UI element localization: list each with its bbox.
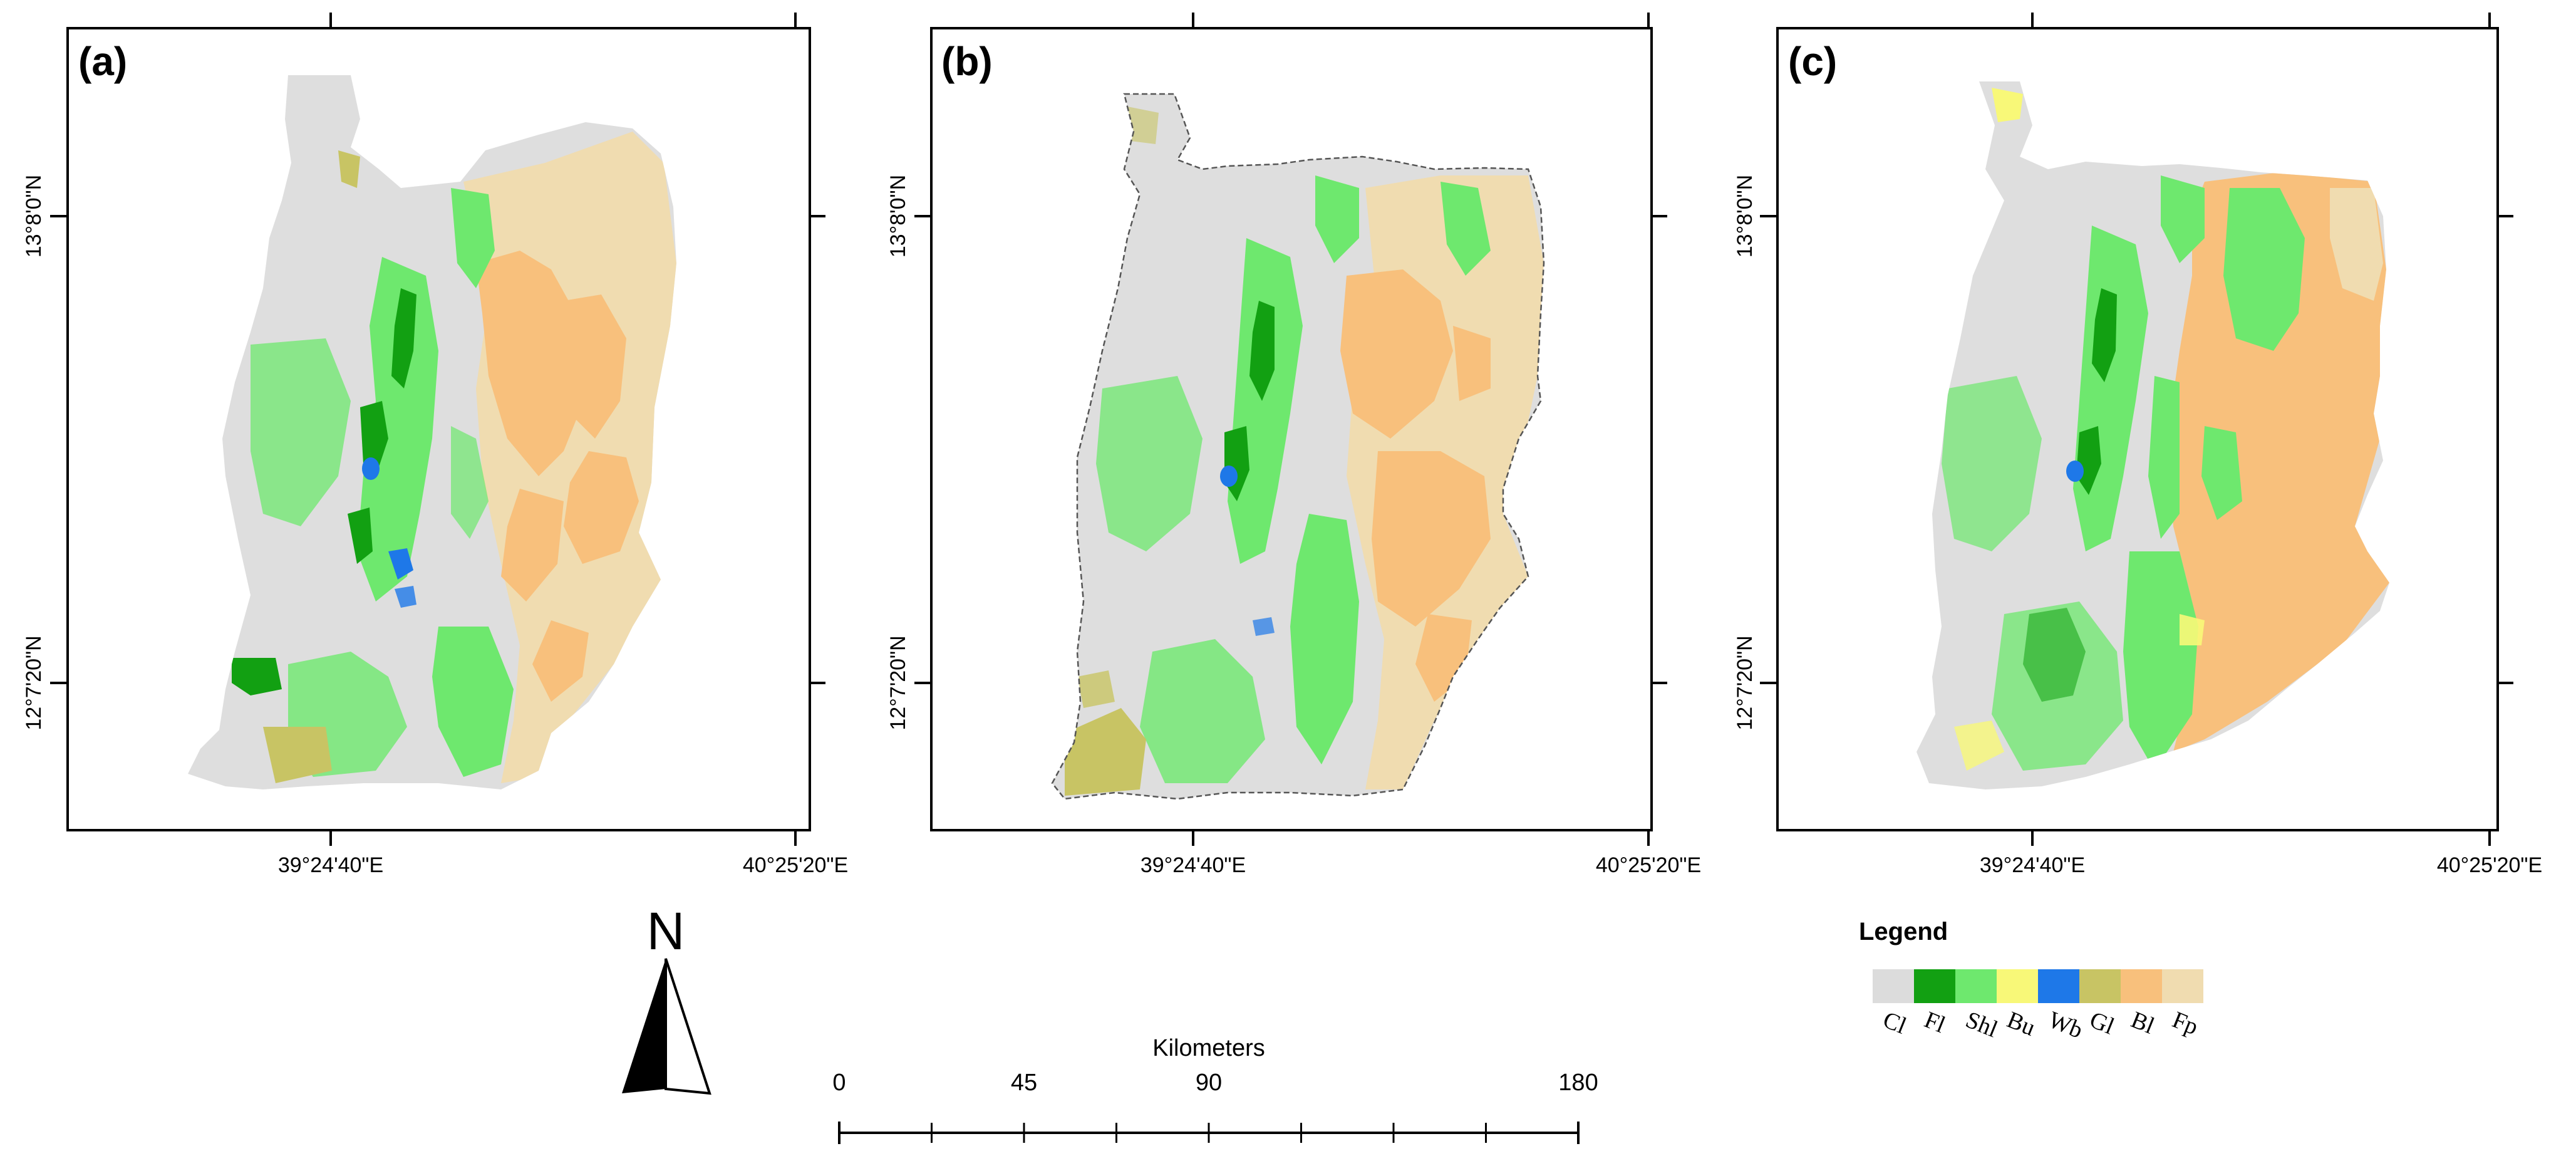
map-panel-c: (c) 13°8'0"N 12°7'20"N 39°24'40"E 40°25'… bbox=[1733, 13, 2542, 877]
latitude-label-bottom: 12°7'20"N bbox=[1733, 635, 1757, 730]
legend-swatch-bu bbox=[1997, 969, 2038, 1003]
panel-label: (a) bbox=[78, 39, 127, 84]
latitude-label-top: 13°8'0"N bbox=[1733, 175, 1757, 258]
map-panel-b: (b) 13°8'0"N 12°7'20"N 39°24'40"E 40°25'… bbox=[886, 13, 1701, 877]
legend-swatch-wb bbox=[2038, 969, 2079, 1003]
land-cover-map-c bbox=[1916, 81, 2389, 789]
latitude-label-top: 13°8'0"N bbox=[886, 175, 910, 258]
legend-swatch-bl bbox=[2121, 969, 2162, 1003]
legend-swatch-shl bbox=[1955, 969, 1997, 1003]
legend-swatch-gl bbox=[2079, 969, 2121, 1003]
legend-label-shl: Shl bbox=[1962, 1006, 2002, 1043]
latitude-label-top: 13°8'0"N bbox=[22, 175, 46, 258]
north-arrow-light-half bbox=[665, 958, 711, 1095]
longitude-label-left: 39°24'40"E bbox=[1980, 853, 2085, 877]
north-label: N bbox=[647, 902, 685, 961]
legend-label-bu: Bu bbox=[2004, 1006, 2039, 1041]
latitude-label-bottom: 12°7'20"N bbox=[22, 635, 46, 730]
map-panel-a: (a) 13°8'0"N 12°7'20"N 39°24'40"E 40°25'… bbox=[22, 13, 848, 877]
longitude-label-right: 40°25'20"E bbox=[2437, 853, 2542, 877]
panel-label: (c) bbox=[1788, 39, 1837, 84]
legend-swatch-fl bbox=[1914, 969, 1955, 1003]
study-area-boundary bbox=[1051, 93, 1545, 800]
legend: Legend Cl Fl Shl Bu Wb Gl Bl Fp bbox=[1859, 918, 2203, 1044]
longitude-label-left: 39°24'40"E bbox=[278, 853, 383, 877]
longitude-label-right: 40°25'20"E bbox=[743, 853, 848, 877]
latitude-label-bottom: 12°7'20"N bbox=[886, 635, 910, 730]
legend-label-fl: Fl bbox=[1921, 1006, 1949, 1038]
legend-items: Cl Fl Shl Bu Wb Gl Bl Fp bbox=[1873, 969, 2203, 1044]
panel-label: (b) bbox=[941, 39, 993, 84]
longitude-label-left: 39°24'40"E bbox=[1141, 853, 1246, 877]
scale-bar-title: Kilometers bbox=[1152, 1035, 1265, 1061]
legend-title: Legend bbox=[1859, 918, 1948, 945]
scale-tick-label: 0 bbox=[832, 1070, 846, 1096]
scale-tick-label: 45 bbox=[1011, 1070, 1037, 1096]
legend-swatch-fp bbox=[2162, 969, 2203, 1003]
legend-label-wb: Wb bbox=[2045, 1006, 2087, 1043]
legend-label-gl: Gl bbox=[2086, 1006, 2118, 1039]
scale-tick-label: 180 bbox=[1558, 1070, 1598, 1096]
longitude-label-right: 40°25'20"E bbox=[1596, 853, 1701, 877]
scale-bar: Kilometers 0 45 90 180 bbox=[832, 1035, 1598, 1144]
legend-label-fp: Fp bbox=[2169, 1006, 2202, 1040]
north-arrow: N bbox=[622, 902, 711, 1095]
legend-label-cl: Cl bbox=[1880, 1006, 1910, 1039]
scale-tick-label: 90 bbox=[1196, 1070, 1222, 1096]
legend-label-bl: Bl bbox=[2128, 1006, 2158, 1039]
legend-swatch-cl bbox=[1873, 969, 1914, 1003]
north-arrow-dark-half bbox=[622, 959, 666, 1093]
